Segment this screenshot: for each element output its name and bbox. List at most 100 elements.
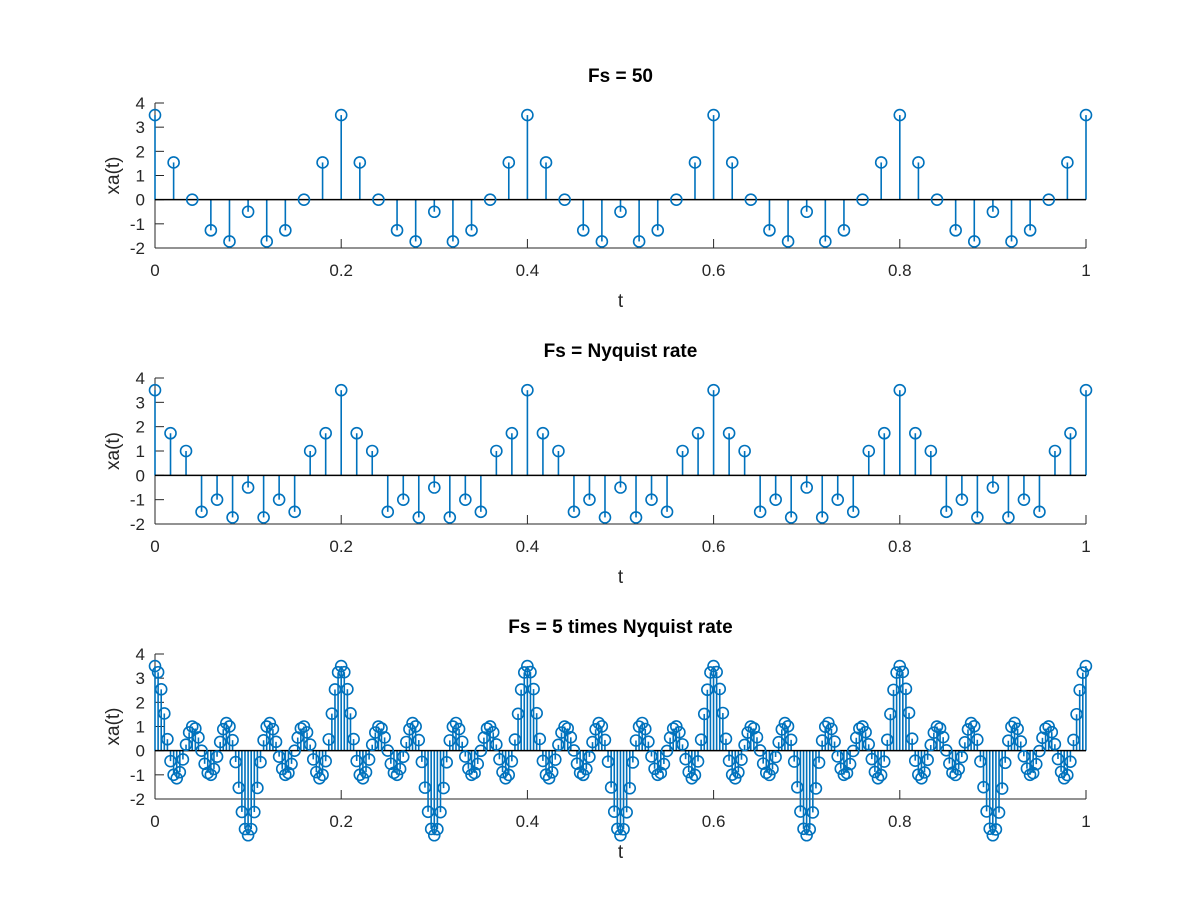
subplot-2-stem-marker	[365, 444, 379, 458]
subplot-1-stem-marker	[1042, 193, 1056, 206]
subplot-1-xtick-label: 0	[150, 261, 159, 280]
subplot-3-stem-marker	[806, 806, 820, 819]
subplot-3-stem-marker	[440, 756, 453, 769]
subplot-2-ylabel: xa(t)	[103, 432, 124, 470]
subplot-3-stem-marker	[263, 716, 277, 730]
subplot-3-stem-marker	[362, 753, 376, 766]
subplot-3-stem-marker	[682, 765, 696, 779]
subplot-3-stem-marker	[688, 768, 702, 782]
subplot-3-ytick-label: 0	[136, 742, 145, 761]
subplot-1-stem-marker	[781, 235, 795, 248]
subplot-3-stem-marker	[353, 768, 367, 782]
subplot-3-stem-marker	[977, 780, 990, 794]
subplot-1-xtick-label: 0.8	[888, 261, 912, 280]
subplot-3-stem-marker	[365, 738, 379, 752]
subplot-3-stem-marker	[843, 757, 857, 771]
subplot-3-stem-marker	[638, 722, 652, 736]
subplot-3-stem-marker	[632, 720, 646, 733]
subplot-1-stem-marker	[632, 235, 646, 248]
subplot-2-stem-marker	[350, 426, 364, 440]
subplot-1-xtick-label: 1	[1081, 261, 1090, 280]
subplot-3-stem-marker	[971, 733, 984, 747]
subplot-2-stem-marker	[753, 505, 767, 519]
subplot-1-stem-marker	[353, 156, 367, 169]
subplot-1-stem-marker	[446, 235, 460, 248]
subplot-3-stem-marker	[623, 781, 637, 795]
subplot-3-stem-marker	[316, 768, 329, 782]
subplot-3-stem-marker	[766, 762, 779, 776]
subplot-3-ytick-label: 1	[136, 718, 145, 737]
subplot-1-stem-marker	[334, 108, 348, 122]
subplot-3-stem-marker	[344, 707, 357, 720]
subplot-3-stem-marker	[297, 720, 311, 733]
subplot-3-stem-marker	[164, 754, 177, 768]
subplot-3-stem-marker	[607, 805, 621, 818]
subplot-2-stem-marker	[195, 505, 208, 519]
subplot-3-stem-marker	[1051, 752, 1065, 766]
subplot-3-stem-marker	[1002, 734, 1015, 748]
subplot-1-stem-marker	[595, 235, 609, 248]
subplot-1-stem-marker	[279, 224, 292, 237]
subplot-2-stem-marker	[505, 426, 519, 440]
subplot-3-stem-marker	[514, 683, 528, 696]
subplot-3-stem-marker	[527, 682, 540, 696]
subplot-1-xtick-label: 0.6	[702, 261, 726, 280]
subplot-2-xtick-label: 0.4	[516, 537, 540, 556]
subplot-3-xtick-label: 0.2	[329, 812, 353, 831]
subplot-1-stem-marker	[409, 235, 422, 248]
subplot-3-stem-marker	[334, 659, 348, 673]
subplot-3-stem-marker	[815, 734, 829, 747]
subplot-3-stem-marker	[791, 781, 804, 794]
subplot-3-stem-marker	[645, 750, 658, 763]
subplot-1-axes: 0 0.2 0.4 0.6 0.8 1 -2 -1 0 1 2 3 4	[130, 94, 1091, 280]
subplot-2-xlabel: t	[618, 567, 624, 588]
subplot-2-axes: 0 0.2 0.4 0.6 0.8 1 -2 -1 0 1 2 3 4	[130, 369, 1091, 556]
subplot-3-stem-marker	[511, 707, 525, 721]
subplot-3-stem-marker	[626, 756, 640, 769]
subplot-3-stem-marker	[406, 716, 419, 730]
subplot-3-stem-marker	[890, 666, 903, 679]
subplot-1-stem-marker	[185, 193, 199, 206]
subplot-3-stem-marker	[586, 735, 599, 749]
subplot-1-ytick-label: 0	[136, 191, 145, 210]
subplot-1-stem-marker	[241, 205, 255, 219]
subplot-3-stem-marker	[483, 720, 497, 733]
subplot-1-stem-marker	[260, 235, 274, 248]
subplot-3-stem-marker	[784, 733, 798, 747]
subplot-3-stem-marker	[350, 754, 363, 768]
subplot-3-stem-marker	[508, 733, 522, 746]
subplot-1-ytick-label: 1	[136, 167, 145, 186]
subplot-3-stem-marker	[961, 723, 975, 736]
subplot-3-stem-marker	[614, 828, 627, 842]
subplot-1-stem-marker	[744, 193, 758, 206]
subplot-2-stem-marker	[319, 426, 332, 440]
subplot-2-stem-marker	[396, 493, 410, 506]
subplot-3-stem-marker	[254, 755, 267, 769]
subplot-3-stem-marker	[1060, 768, 1074, 782]
subplot-3-stem-marker	[980, 805, 993, 818]
subplot-3-stem-marker	[375, 722, 388, 735]
subplot-3-xtick-label: 1	[1081, 812, 1090, 831]
subplot-1-ytick-label: 4	[136, 94, 145, 113]
subplot-3-stem-marker	[868, 765, 882, 779]
subplot-1-stem-marker	[837, 224, 851, 237]
subplot-1-stem-marker	[763, 224, 776, 237]
subplot-3-stem-marker	[955, 750, 969, 764]
subplot-2-stem-marker	[521, 383, 534, 397]
subplot-3-stem-marker	[496, 765, 509, 779]
subplot-1-stem-marker	[483, 193, 497, 206]
subplot-3-stem-marker	[257, 733, 270, 747]
subplot-2-xtick-label: 0.6	[702, 537, 726, 556]
subplot-3-stem-marker	[207, 762, 221, 776]
subplot-3-stem-marker	[393, 762, 407, 776]
subplot-2-stem-marker	[1064, 426, 1077, 440]
subplot-3-ytick-label: 2	[136, 693, 145, 712]
subplot-3-stem-marker	[223, 720, 236, 733]
subplot-3-stem-marker	[210, 750, 224, 764]
subplot-3-stem-marker	[418, 781, 432, 794]
subplot-2-stem-marker	[846, 505, 860, 519]
subplot-2-stem-marker	[629, 511, 643, 524]
subplot-3-stem-marker	[902, 706, 916, 720]
subplot-3-stem-marker	[974, 755, 987, 768]
subplot-3-stem-marker	[176, 753, 190, 766]
